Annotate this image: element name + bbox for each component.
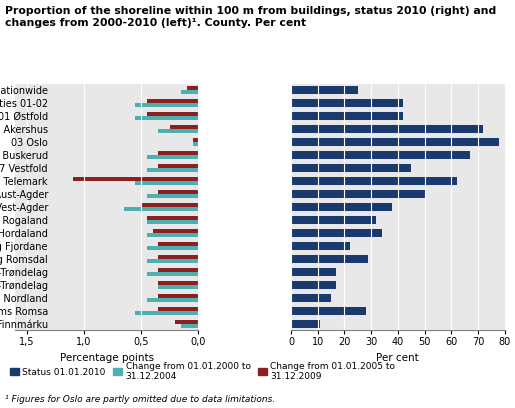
Bar: [147, 168, 198, 172]
Bar: [158, 129, 198, 133]
Bar: [158, 268, 198, 272]
Bar: [141, 203, 198, 207]
Bar: [291, 294, 331, 302]
Bar: [135, 116, 198, 120]
Text: Proportion of the shoreline within 100 m from buildings, status 2010 (right) and: Proportion of the shoreline within 100 m…: [5, 6, 496, 28]
Bar: [193, 142, 198, 146]
Bar: [158, 151, 198, 155]
Bar: [291, 151, 470, 159]
Bar: [291, 320, 320, 328]
Bar: [147, 259, 198, 263]
Bar: [158, 294, 198, 298]
X-axis label: Percentage points: Percentage points: [60, 353, 154, 363]
Bar: [158, 164, 198, 168]
Bar: [187, 86, 198, 90]
Bar: [170, 125, 198, 129]
Bar: [291, 307, 366, 315]
Bar: [291, 281, 336, 289]
X-axis label: Per cent: Per cent: [376, 353, 419, 363]
Bar: [152, 229, 198, 233]
Bar: [291, 112, 403, 120]
Bar: [176, 320, 198, 324]
Bar: [291, 242, 350, 250]
Bar: [158, 307, 198, 311]
Bar: [193, 138, 198, 142]
Bar: [291, 125, 483, 133]
Bar: [147, 216, 198, 220]
Bar: [147, 155, 198, 159]
Bar: [158, 255, 198, 259]
Bar: [291, 190, 424, 198]
Bar: [147, 272, 198, 276]
Bar: [147, 220, 198, 224]
Bar: [181, 324, 198, 328]
Bar: [135, 311, 198, 315]
Bar: [291, 203, 392, 211]
Bar: [291, 255, 368, 263]
Bar: [147, 194, 198, 198]
Text: ¹ Figures for Oslo are partly omitted due to data limitations.: ¹ Figures for Oslo are partly omitted du…: [5, 395, 276, 404]
Bar: [291, 99, 403, 107]
Bar: [124, 207, 198, 211]
Bar: [181, 90, 198, 94]
Bar: [147, 233, 198, 237]
Bar: [291, 164, 411, 172]
Bar: [291, 216, 376, 224]
Bar: [291, 177, 457, 185]
Bar: [291, 268, 336, 276]
Bar: [158, 281, 198, 285]
Bar: [291, 229, 382, 237]
Bar: [73, 177, 198, 181]
Bar: [147, 298, 198, 302]
Bar: [135, 103, 198, 107]
Bar: [147, 112, 198, 116]
Legend: Status 01.01.2010, Change from 01.01.2000 to
31.12.2004, Change from 01.01.2005 : Status 01.01.2010, Change from 01.01.200…: [10, 361, 396, 381]
Bar: [158, 242, 198, 246]
Bar: [147, 246, 198, 250]
Bar: [291, 138, 500, 146]
Bar: [158, 190, 198, 194]
Bar: [158, 285, 198, 289]
Bar: [135, 181, 198, 185]
Bar: [291, 86, 358, 94]
Bar: [147, 99, 198, 103]
